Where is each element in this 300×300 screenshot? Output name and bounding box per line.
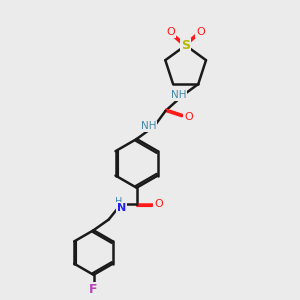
Text: H: H [115, 197, 122, 207]
Text: O: O [184, 112, 193, 122]
Text: O: O [154, 199, 163, 209]
Text: F: F [89, 283, 98, 296]
Text: O: O [196, 27, 205, 37]
Text: NH: NH [141, 121, 157, 131]
Text: NH: NH [171, 90, 186, 100]
Text: O: O [167, 27, 175, 37]
Text: S: S [181, 39, 190, 52]
Text: N: N [116, 203, 126, 213]
